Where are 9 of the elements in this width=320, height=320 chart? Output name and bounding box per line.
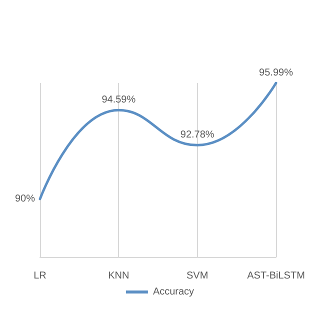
data-label: 95.99% bbox=[259, 68, 294, 78]
x-tick-label: SVM bbox=[186, 270, 208, 282]
data-label: 92.78% bbox=[180, 130, 214, 141]
legend-label: Accuracy bbox=[152, 286, 194, 298]
data-label: 94.59% bbox=[102, 94, 136, 106]
x-tick-label: KNN bbox=[108, 270, 130, 282]
x-tick-label: AST-BiLSTM bbox=[247, 270, 305, 282]
x-tick-label: LR bbox=[34, 270, 46, 282]
data-label: 90% bbox=[14, 194, 36, 204]
